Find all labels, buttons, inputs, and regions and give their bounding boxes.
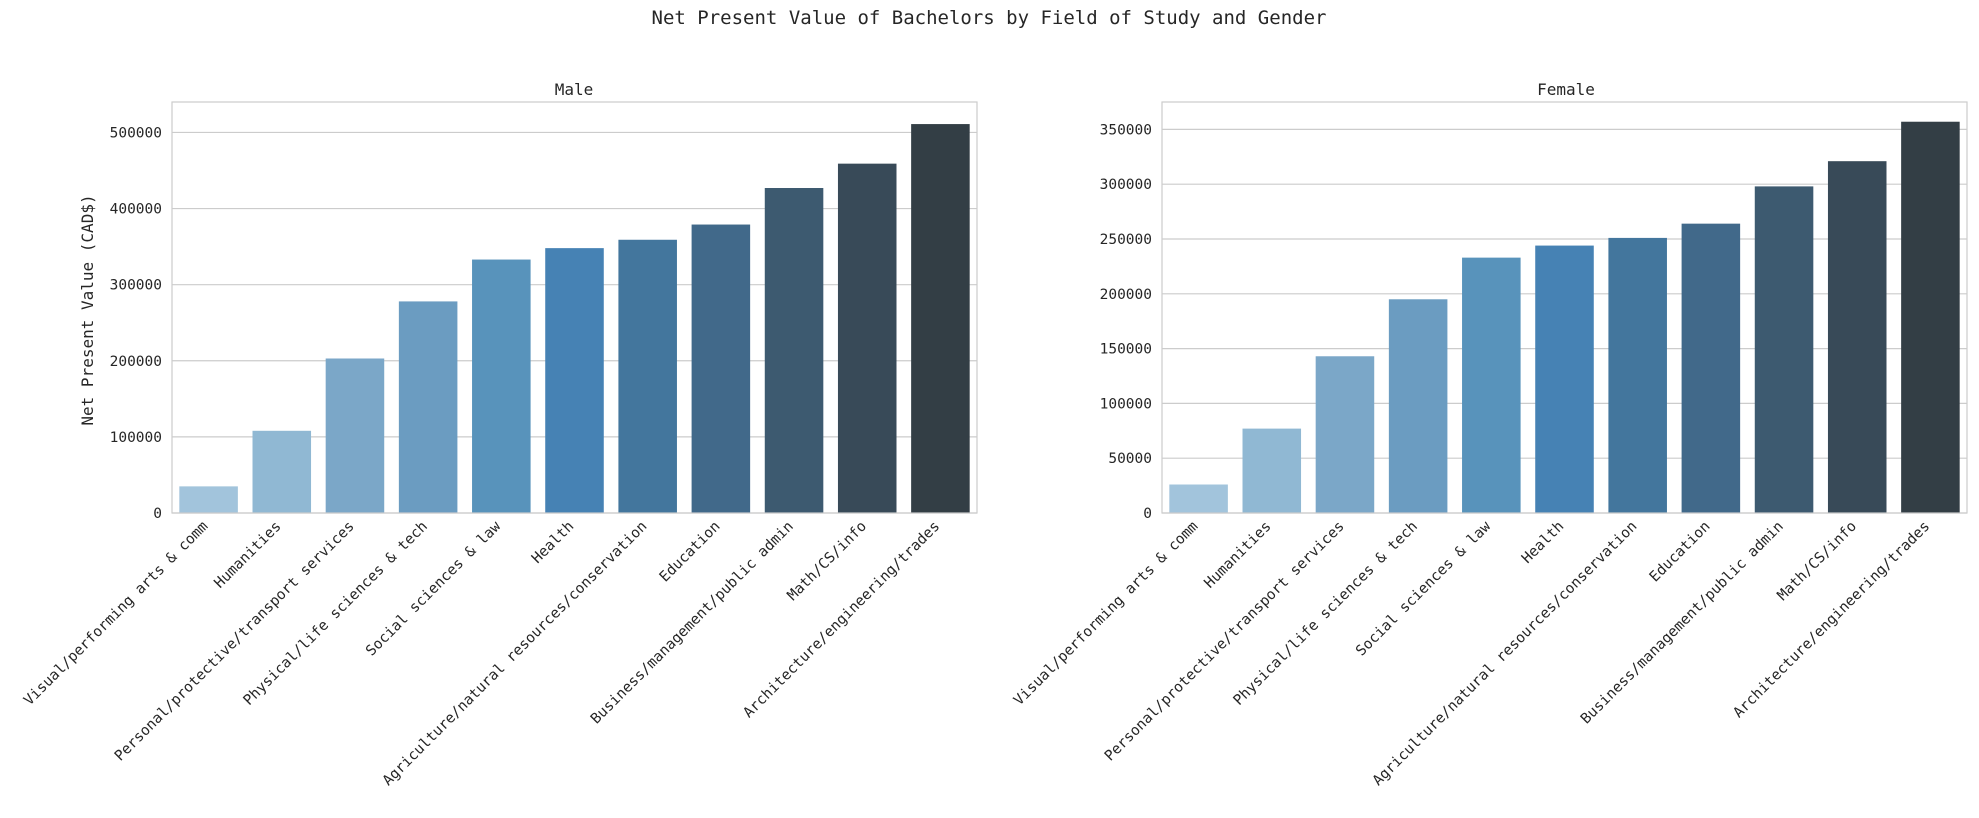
male-bar: [252, 430, 312, 513]
female-bar: [1388, 299, 1448, 513]
female-bar: [1608, 237, 1667, 514]
female-x-tick-label: Visual/performing arts & comm: [1011, 518, 1202, 709]
female-y-tick-label: 200000: [1100, 287, 1152, 303]
female-y-tick-label: 50000: [1108, 451, 1152, 467]
female-y-tick-label: 100000: [1100, 396, 1152, 412]
male-axes-frame: [171, 101, 978, 514]
male-chart-panel: Male Net Present Value (CAD$) 0 100000 200…: [21, 80, 978, 790]
male-x-tick-label: Visual/performing arts & comm: [21, 518, 212, 709]
male-x-tick-label: Education: [657, 519, 724, 586]
male-x-tick-label: Health: [529, 519, 577, 567]
male-y-tick-label: 0: [153, 506, 162, 522]
male-x-tick-label: Humanities: [212, 519, 285, 592]
female-bar: [1535, 245, 1594, 514]
female-x-tick-label: Social sciences & law: [1353, 518, 1494, 659]
female-axes-frame: [1161, 101, 1968, 514]
female-x-tick-label: Health: [1519, 519, 1567, 567]
female-chart-panel: Female 0 50000 100000 150000 200000 250000 300…: [1011, 80, 1968, 790]
female-bar: [1681, 223, 1741, 513]
figure-title: Net Present Value of Bachelors by Field …: [652, 7, 1327, 29]
female-x-tick-label: Education: [1647, 519, 1714, 586]
male-y-tick-label: 400000: [110, 202, 162, 218]
male-x-tick-label: Personal/protective/transport services: [112, 519, 358, 765]
male-bar: [911, 124, 970, 514]
male-chart-title: Male: [555, 80, 594, 99]
male-bar: [398, 301, 458, 513]
male-x-tick-label: Agriculture/natural resources/conservati…: [380, 519, 651, 790]
female-bar: [1754, 186, 1814, 513]
female-bar: [1315, 356, 1375, 513]
male-bar: [618, 239, 677, 513]
female-bar: [1169, 484, 1228, 513]
female-bar: [1827, 161, 1887, 513]
female-bar: [1901, 121, 1960, 513]
male-bar: [691, 224, 751, 514]
male-bar: [545, 248, 604, 513]
male-x-tick-label: Math/CS/info: [785, 519, 870, 604]
male-bar: [472, 259, 531, 513]
female-bar: [1462, 257, 1521, 513]
female-y-tick-label: 0: [1143, 506, 1152, 522]
female-bar: [1242, 428, 1302, 513]
female-x-tick-label: Agriculture/natural resources/conservati…: [1370, 519, 1641, 790]
female-y-tick-label: 300000: [1100, 177, 1152, 193]
male-bar: [179, 486, 238, 513]
female-y-tick-label: 150000: [1100, 342, 1152, 358]
male-y-tick-label: 300000: [110, 278, 162, 294]
male-y-axis-label: Net Present Value (CAD$): [78, 194, 97, 425]
female-x-tick-label: Personal/protective/transport services: [1102, 519, 1348, 765]
male-bar: [325, 358, 385, 513]
female-x-tick-label: Math/CS/info: [1775, 519, 1860, 604]
female-chart-title: Female: [1537, 80, 1595, 99]
male-y-tick-label: 500000: [110, 125, 162, 141]
male-x-tick-label: Social sciences & law: [363, 518, 504, 659]
male-y-tick-label: 200000: [110, 354, 162, 370]
male-bar: [837, 163, 897, 513]
male-bar: [764, 188, 824, 513]
male-y-tick-label: 100000: [110, 430, 162, 446]
female-y-tick-label: 350000: [1100, 122, 1152, 138]
female-x-tick-label: Humanities: [1202, 519, 1275, 592]
female-y-tick-label: 250000: [1100, 232, 1152, 248]
